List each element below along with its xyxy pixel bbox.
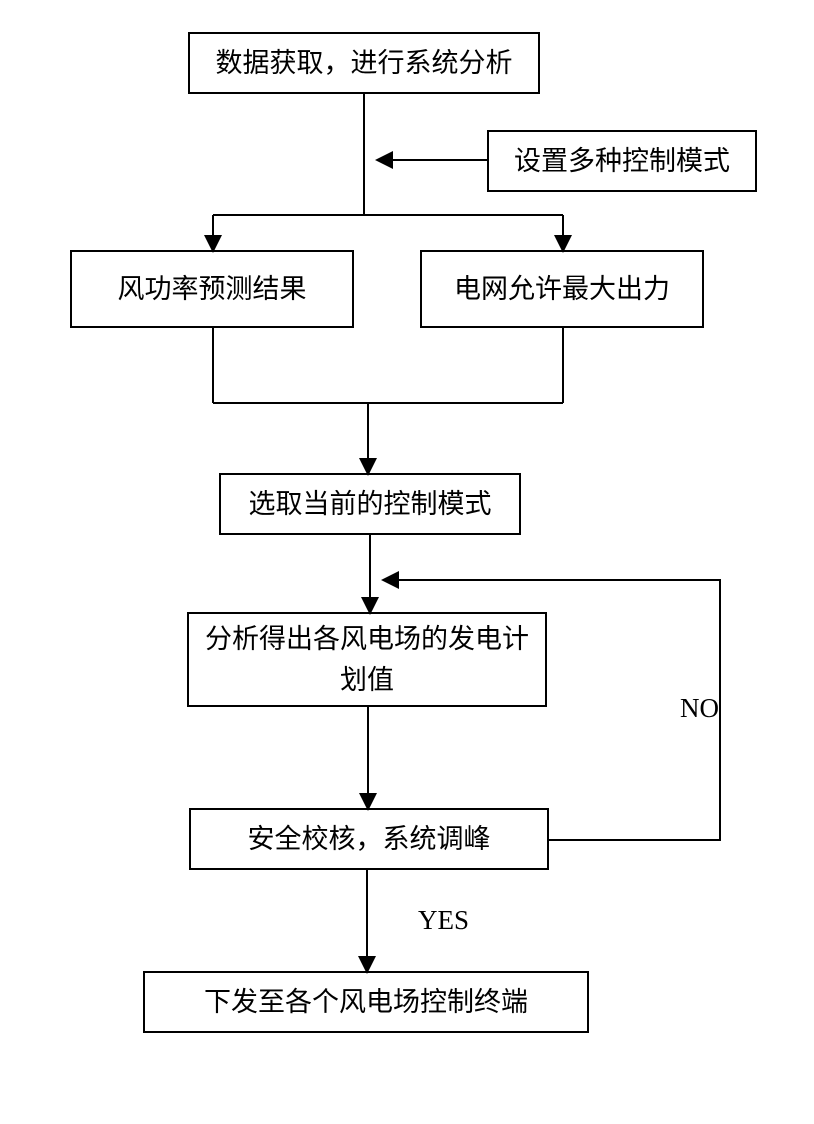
node-dispatch-terminals: 下发至各个风电场控制终端 <box>143 971 589 1033</box>
node-label: 设置多种控制模式 <box>514 141 730 182</box>
node-label: 电网允许最大出力 <box>454 269 670 310</box>
node-label: 数据获取，进行系统分析 <box>216 43 513 84</box>
node-data-acquisition: 数据获取，进行系统分析 <box>188 32 540 94</box>
node-wind-prediction: 风功率预测结果 <box>70 250 354 328</box>
edge-label-yes: YES <box>418 905 469 936</box>
node-set-control-modes: 设置多种控制模式 <box>487 130 757 192</box>
node-label: 风功率预测结果 <box>118 269 307 310</box>
node-label: 下发至各个风电场控制终端 <box>204 982 528 1023</box>
node-label: 选取当前的控制模式 <box>249 484 492 525</box>
label-text: NO <box>680 693 719 723</box>
node-label: 分析得出各风电场的发电计划值 <box>201 619 533 700</box>
node-analyze-plan: 分析得出各风电场的发电计划值 <box>187 612 547 707</box>
node-select-control-mode: 选取当前的控制模式 <box>219 473 521 535</box>
edge-label-no: NO <box>680 693 719 724</box>
node-grid-max-output: 电网允许最大出力 <box>420 250 704 328</box>
label-text: YES <box>418 905 469 935</box>
node-label: 安全校核，系统调峰 <box>248 819 491 860</box>
node-safety-check: 安全校核，系统调峰 <box>189 808 549 870</box>
